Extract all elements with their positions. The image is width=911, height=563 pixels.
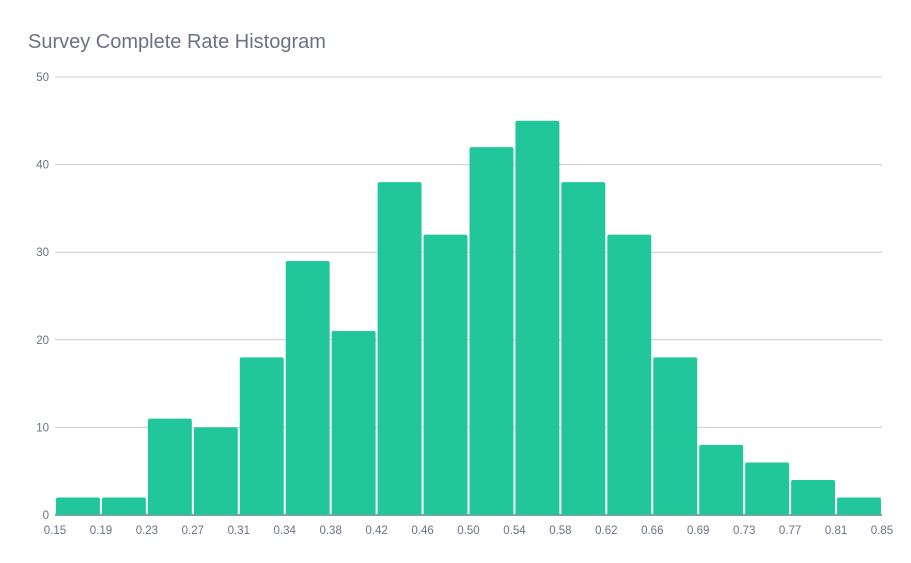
x-tick-label: 0.23	[136, 525, 158, 537]
histogram-bar	[837, 497, 881, 515]
x-tick-label: 0.42	[365, 525, 387, 537]
x-tick-label: 0.62	[595, 525, 617, 537]
x-tick-label: 0.27	[182, 525, 204, 537]
x-tick-label: 0.66	[641, 525, 663, 537]
histogram-bar	[377, 182, 422, 515]
x-tick-label: 0.19	[90, 525, 112, 537]
histogram-bar	[147, 418, 192, 515]
y-tick-label: 30	[36, 247, 49, 259]
histogram-bar	[791, 479, 836, 515]
x-tick-label: 0.77	[779, 525, 801, 537]
histogram-bar	[239, 357, 284, 515]
x-tick-label: 0.50	[457, 525, 479, 537]
histogram-bar	[745, 462, 790, 515]
x-tick-label: 0.31	[228, 525, 250, 537]
y-tick-label: 20	[36, 335, 49, 347]
histogram-bar	[561, 182, 606, 515]
y-tick-label: 50	[36, 72, 49, 84]
x-tick-label: 0.73	[733, 525, 755, 537]
x-tick-label: 0.34	[274, 525, 297, 537]
histogram-bar	[101, 497, 146, 515]
histogram-bar	[285, 260, 330, 515]
y-tick-label: 40	[36, 160, 49, 172]
x-tick-label: 0.85	[871, 525, 893, 537]
chart-title: Survey Complete Rate Histogram	[28, 31, 326, 53]
histogram-bar	[469, 147, 514, 515]
x-tick-label: 0.46	[411, 525, 433, 537]
histogram-bar	[423, 234, 468, 515]
histogram-bar	[193, 427, 238, 515]
x-tick-label: 0.15	[44, 525, 66, 537]
histogram-bar	[515, 120, 560, 516]
histogram-bar	[56, 497, 100, 515]
x-tick-label: 0.38	[319, 525, 341, 537]
x-tick-label: 0.69	[687, 525, 709, 537]
x-tick-label: 0.58	[549, 525, 571, 537]
x-tick-label: 0.81	[825, 525, 847, 537]
y-tick-label: 0	[43, 510, 49, 522]
histogram-bar	[331, 331, 376, 515]
histogram-bar	[699, 444, 744, 515]
histogram-bar	[653, 357, 698, 515]
x-tick-label: 0.54	[503, 525, 526, 537]
y-tick-label: 10	[36, 422, 49, 434]
histogram-bar	[607, 234, 652, 515]
